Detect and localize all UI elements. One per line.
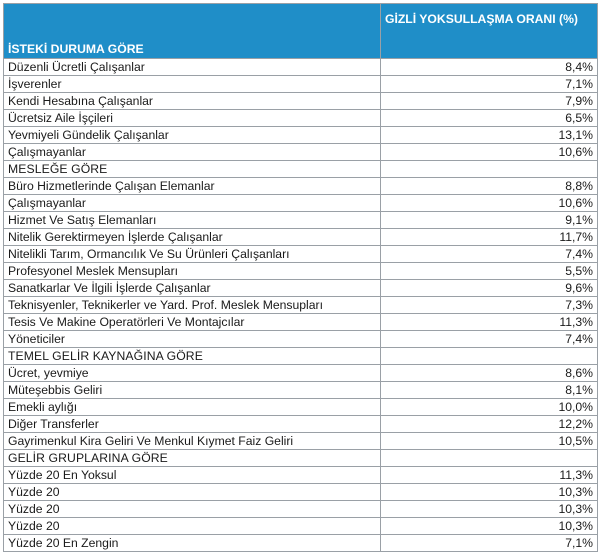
table-row: Ücretsiz Aile İşçileri 6,5% [3, 109, 598, 127]
row-label: Emekli aylığı [3, 398, 381, 416]
row-value: 7,4% [380, 245, 598, 263]
table-row: Profesyonel Meslek Mensupları 5,5% [3, 262, 598, 280]
row-label: Diğer Transferler [3, 415, 381, 433]
row-value: 7,1% [380, 534, 598, 552]
row-value: 10,3% [380, 500, 598, 518]
row-value: 7,4% [380, 330, 598, 348]
table-row: Emekli aylığı 10,0% [3, 398, 598, 416]
row-value [380, 160, 598, 178]
row-label: Yevmiyeli Gündelik Çalışanlar [3, 126, 381, 144]
table-row: Teknisyenler, Teknikerler ve Yard. Prof.… [3, 296, 598, 314]
table-row: Kendi Hesabına Çalışanlar 7,9% [3, 92, 598, 110]
section-row: TEMEL GELİR KAYNAĞINA GÖRE [3, 347, 598, 365]
table-row: Yevmiyeli Gündelik Çalışanlar 13,1% [3, 126, 598, 144]
row-value: 12,2% [380, 415, 598, 433]
row-label: Ücretsiz Aile İşçileri [3, 109, 381, 127]
table-row: Müteşebbis Geliri 8,1% [3, 381, 598, 399]
table-row: Yüzde 20 En Yoksul 11,3% [3, 466, 598, 484]
row-value: 8,6% [380, 364, 598, 382]
row-label: Yüzde 20 [3, 483, 381, 501]
section-label: TEMEL GELİR KAYNAĞINA GÖRE [3, 347, 381, 365]
row-value: 9,6% [380, 279, 598, 297]
table-row: Yüzde 20 10,3% [3, 483, 598, 501]
table-row: Düzenli Ücretli Çalışanlar 8,4% [3, 58, 598, 76]
table-row: Yüzde 20 10,3% [3, 500, 598, 518]
section-row: MESLEĞE GÖRE [3, 160, 598, 178]
table-row: Sanatkarlar Ve İlgili İşlerde Çalışanlar… [3, 279, 598, 297]
row-label: Yüzde 20 En Zengin [3, 534, 381, 552]
header-category: İSTEKİ DURUMA GÖRE [3, 3, 381, 59]
row-value: 13,1% [380, 126, 598, 144]
table-row: Hizmet Ve Satış Elemanları 9,1% [3, 211, 598, 229]
table-header-row: İSTEKİ DURUMA GÖRE GİZLİ YOKSULLAŞMA ORA… [3, 3, 598, 59]
row-value: 9,1% [380, 211, 598, 229]
row-value: 5,5% [380, 262, 598, 280]
row-label: Büro Hizmetlerinde Çalışan Elemanlar [3, 177, 381, 195]
row-label: Çalışmayanlar [3, 194, 381, 212]
poverty-rate-table: İSTEKİ DURUMA GÖRE GİZLİ YOKSULLAŞMA ORA… [3, 3, 598, 552]
row-value: 10,5% [380, 432, 598, 450]
table-row: Yöneticiler 7,4% [3, 330, 598, 348]
row-label: Nitelik Gerektirmeyen İşlerde Çalışanlar [3, 228, 381, 246]
row-label: Yüzde 20 [3, 517, 381, 535]
row-label: Yüzde 20 En Yoksul [3, 466, 381, 484]
row-label: Yöneticiler [3, 330, 381, 348]
header-rate: GİZLİ YOKSULLAŞMA ORANI (%) [380, 3, 598, 59]
row-value: 7,3% [380, 296, 598, 314]
table-row: Büro Hizmetlerinde Çalışan Elemanlar 8,8% [3, 177, 598, 195]
row-value: 8,4% [380, 58, 598, 76]
section-label: GELİR GRUPLARINA GÖRE [3, 449, 381, 467]
table-row: Ücret, yevmiye 8,6% [3, 364, 598, 382]
row-label: Düzenli Ücretli Çalışanlar [3, 58, 381, 76]
row-label: Ücret, yevmiye [3, 364, 381, 382]
table-row: Nitelikli Tarım, Ormancılık Ve Su Ürünle… [3, 245, 598, 263]
row-value: 7,9% [380, 92, 598, 110]
row-label: Gayrimenkul Kira Geliri Ve Menkul Kıymet… [3, 432, 381, 450]
row-label: Teknisyenler, Teknikerler ve Yard. Prof.… [3, 296, 381, 314]
table-row: Tesis Ve Makine Operatörleri Ve Montajcı… [3, 313, 598, 331]
table-row: Gayrimenkul Kira Geliri Ve Menkul Kıymet… [3, 432, 598, 450]
row-value [380, 347, 598, 365]
row-value: 8,8% [380, 177, 598, 195]
table-body: Düzenli Ücretli Çalışanlar 8,4% İşverenler… [3, 58, 598, 552]
section-row: GELİR GRUPLARINA GÖRE [3, 449, 598, 467]
row-value: 11,3% [380, 313, 598, 331]
row-value: 6,5% [380, 109, 598, 127]
table-row: Yüzde 20 En Zengin 7,1% [3, 534, 598, 552]
row-label: Tesis Ve Makine Operatörleri Ve Montajcı… [3, 313, 381, 331]
row-label: İşverenler [3, 75, 381, 93]
row-value [380, 449, 598, 467]
row-label: Hizmet Ve Satış Elemanları [3, 211, 381, 229]
row-value: 10,3% [380, 483, 598, 501]
row-label: Çalışmayanlar [3, 143, 381, 161]
row-value: 11,3% [380, 466, 598, 484]
row-value: 8,1% [380, 381, 598, 399]
row-label: Nitelikli Tarım, Ormancılık Ve Su Ürünle… [3, 245, 381, 263]
row-label: Müteşebbis Geliri [3, 381, 381, 399]
row-label: Profesyonel Meslek Mensupları [3, 262, 381, 280]
table-row: Nitelik Gerektirmeyen İşlerde Çalışanlar… [3, 228, 598, 246]
row-value: 10,0% [380, 398, 598, 416]
row-label: Yüzde 20 [3, 500, 381, 518]
section-label: MESLEĞE GÖRE [3, 160, 381, 178]
row-value: 10,6% [380, 194, 598, 212]
row-value: 7,1% [380, 75, 598, 93]
table-row: İşverenler 7,1% [3, 75, 598, 93]
table-row: Çalışmayanlar 10,6% [3, 143, 598, 161]
table-row: Diğer Transferler 12,2% [3, 415, 598, 433]
row-label: Kendi Hesabına Çalışanlar [3, 92, 381, 110]
table-row: Çalışmayanlar 10,6% [3, 194, 598, 212]
row-value: 10,3% [380, 517, 598, 535]
table-row: Yüzde 20 10,3% [3, 517, 598, 535]
row-label: Sanatkarlar Ve İlgili İşlerde Çalışanlar [3, 279, 381, 297]
row-value: 10,6% [380, 143, 598, 161]
row-value: 11,7% [380, 228, 598, 246]
